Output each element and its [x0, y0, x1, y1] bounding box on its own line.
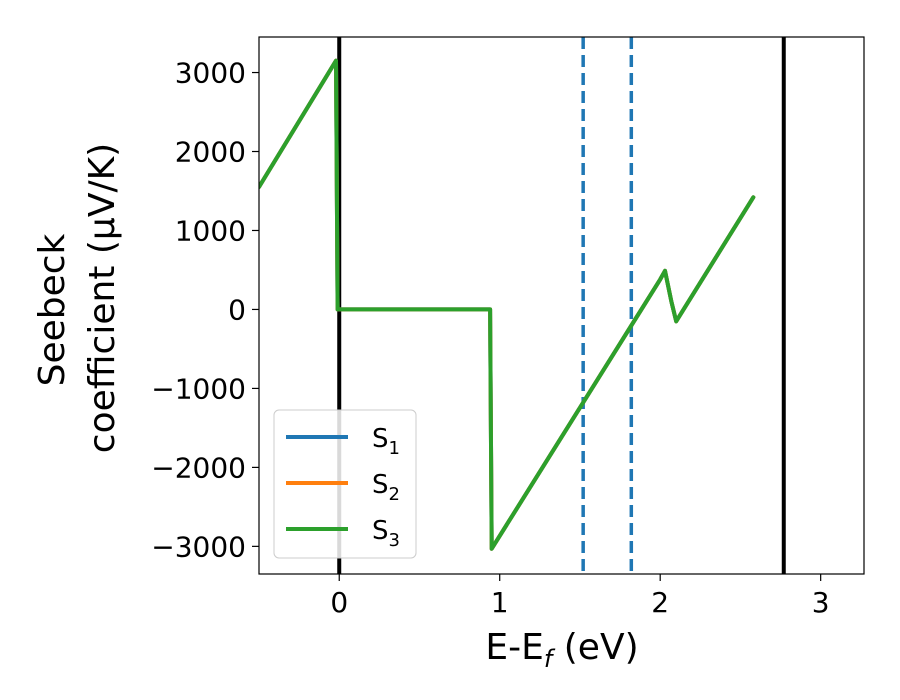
y-axis-title-line2: coefficient (μV/K) [82, 143, 123, 453]
y-tick-label: −2000 [151, 451, 246, 484]
x-tick-label: 3 [812, 586, 830, 619]
y-tick-label: 3000 [175, 57, 246, 90]
x-tick-label: 2 [651, 586, 669, 619]
legend-label-s2: S2 [372, 470, 400, 505]
plot-frame [258, 36, 865, 575]
y-tick-label: −3000 [151, 530, 246, 563]
x-axis: 0 1 2 3 [330, 574, 830, 619]
legend-label-s3: S3 [372, 516, 400, 551]
y-axis-title-line1: Seebeck [32, 233, 73, 386]
x-axis-title: E-Ef (eV) [485, 627, 638, 673]
y-tick-label: 0 [228, 293, 246, 326]
y-axis: −3000 −2000 −1000 0 1000 2000 3000 [151, 57, 259, 563]
y-tick-label: 2000 [175, 136, 246, 169]
series-line-s3 [259, 58, 756, 551]
legend: S1 S2 S3 [273, 409, 417, 559]
x-tick-label: 0 [330, 586, 348, 619]
x-tick-label: 1 [491, 586, 509, 619]
y-tick-label: −1000 [151, 372, 246, 405]
y-tick-label: 1000 [175, 214, 246, 247]
legend-label-s1: S1 [372, 424, 400, 459]
